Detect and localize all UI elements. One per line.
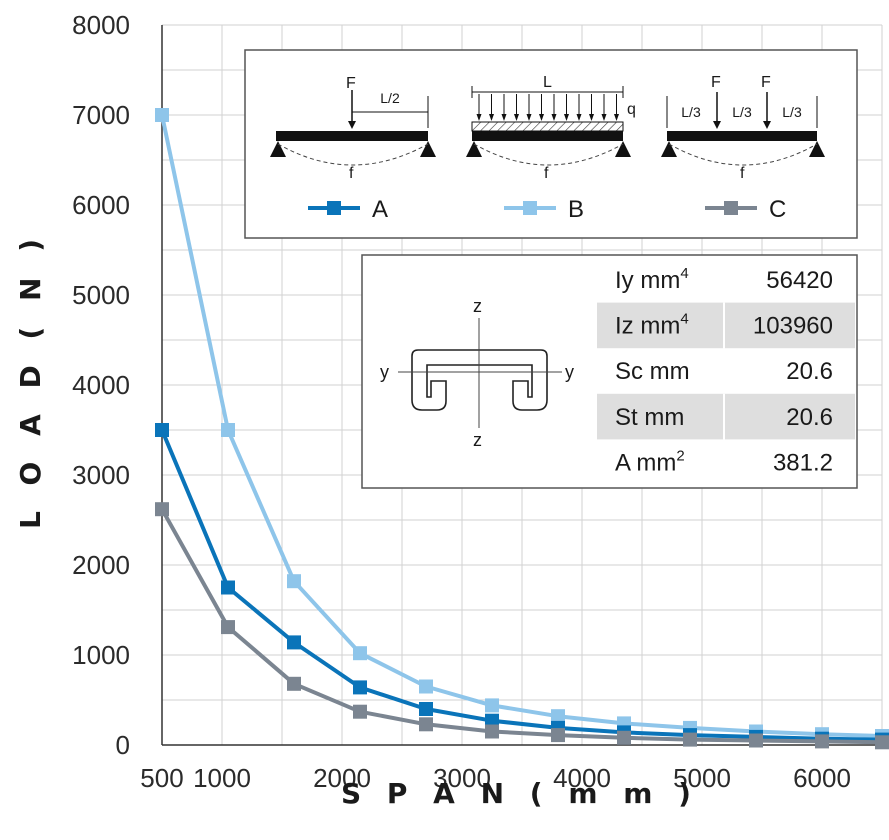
properties-row: St mm 20.6 xyxy=(597,393,855,440)
data-point-c xyxy=(155,502,169,517)
data-point-c xyxy=(551,728,565,743)
properties-table: Iy mm4 56420 Iz mm4 103960 Sc mm 20.6 St mm 20.… xyxy=(597,257,855,485)
series-line-a xyxy=(160,429,883,742)
case-c-force-label-2: F xyxy=(761,74,771,91)
case-b-deflection-label: f xyxy=(544,165,549,182)
section-axis-y-left: y xyxy=(380,362,389,382)
y-tick-label: 3000 xyxy=(72,460,130,490)
x-tick-label: 5000 xyxy=(673,763,731,793)
case-c-third-label-3: L/3 xyxy=(782,104,802,120)
data-point-c xyxy=(221,620,235,635)
case-c-third-label-2: L/3 xyxy=(732,104,752,120)
data-point-a xyxy=(287,635,301,650)
property-value: 20.6 xyxy=(786,404,833,431)
data-point-a xyxy=(419,702,433,716)
properties-row: Iz mm4 103960 xyxy=(597,302,855,349)
properties-row: Iy mm4 56420 xyxy=(615,257,833,303)
section-axis-z-top: z xyxy=(473,296,482,316)
property-name: Iy mm4 xyxy=(615,265,689,294)
data-point-b xyxy=(485,698,499,713)
data-point-b xyxy=(419,679,433,694)
x-tick-label: 3000 xyxy=(433,763,491,793)
legend-label-a: A xyxy=(372,196,388,223)
property-value: 381.2 xyxy=(773,449,833,476)
x-tick-label: 1000 xyxy=(193,763,251,793)
data-point-a xyxy=(155,423,169,437)
data-series xyxy=(155,108,889,750)
data-point-c xyxy=(875,735,889,750)
y-tick-label: 7000 xyxy=(72,100,130,130)
y-tick-label: 6000 xyxy=(72,190,130,220)
section-properties-box: z z y y Iy mm4 56420 Iz mm4 103960 Sc mm 20.6… xyxy=(361,254,858,489)
x-tick-label: 2000 xyxy=(313,763,371,793)
y-tick-label: 8000 xyxy=(72,10,130,40)
data-point-a xyxy=(485,713,499,728)
data-point-b xyxy=(221,423,235,437)
case-b-span-label: L xyxy=(543,74,552,91)
y-axis-title: L O A D ( N ) xyxy=(14,231,47,529)
case-c-third-label-1: L/3 xyxy=(681,104,701,120)
data-point-c xyxy=(749,733,763,748)
section-axis-z-bottom: z xyxy=(473,430,482,450)
property-value: 20.6 xyxy=(786,358,833,385)
c-channel-section-icon: z z y y xyxy=(380,296,574,450)
case-a-half-span-label: L/2 xyxy=(380,90,400,106)
data-point-c xyxy=(485,724,499,739)
load-case-b-diagram: L q f xyxy=(466,74,636,182)
data-point-c xyxy=(353,704,367,719)
data-point-c xyxy=(683,732,697,747)
series-line-b xyxy=(160,114,883,738)
property-name: Iz mm4 xyxy=(615,311,689,340)
x-tick-label: 6000 xyxy=(793,763,851,793)
data-point-c xyxy=(419,717,433,732)
y-tick-label: 2000 xyxy=(72,550,130,580)
data-point-c xyxy=(287,676,301,691)
load-case-a-diagram: F L/2 f xyxy=(270,75,436,182)
property-value: 103960 xyxy=(753,313,833,340)
property-name: A mm2 xyxy=(615,447,685,476)
data-point-a xyxy=(353,680,367,695)
series-line-c xyxy=(160,508,883,745)
data-point-c xyxy=(617,730,631,745)
y-tick-label: 1000 xyxy=(72,640,130,670)
case-c-force-label-1: F xyxy=(711,74,721,91)
y-tick-label: 5000 xyxy=(72,280,130,310)
x-axis-title: S P A N ( m m ) xyxy=(341,777,699,810)
case-c-deflection-label: f xyxy=(740,165,745,182)
series-c xyxy=(155,502,889,750)
data-point-b xyxy=(551,709,565,724)
legend-label-b: B xyxy=(568,196,584,223)
legend-entry-b: B xyxy=(504,196,584,223)
legend-box: F L/2 f L q f xyxy=(244,49,858,239)
case-b-load-label: q xyxy=(627,101,636,118)
load-case-c-diagram: F F L/3 L/3 L/3 f xyxy=(661,74,825,182)
property-name: Sc mm xyxy=(615,358,690,385)
legend-label-c: C xyxy=(769,196,786,223)
data-point-b xyxy=(155,108,169,122)
tick-labels: 0 1000 2000 3000 4000 5000 6000 7000 8000 500 1000… xyxy=(72,10,851,793)
x-tick-label: 4000 xyxy=(553,763,611,793)
properties-row: A mm2 381.2 xyxy=(615,439,833,485)
legend-entry-a: A xyxy=(308,196,388,223)
properties-row: Sc mm 20.6 xyxy=(615,348,833,394)
data-point-a xyxy=(221,580,235,595)
y-tick-label: 4000 xyxy=(72,370,130,400)
case-a-force-label: F xyxy=(346,75,356,92)
property-name: St mm xyxy=(615,404,684,431)
case-a-deflection-label: f xyxy=(349,165,354,182)
x-tick-label: 500 xyxy=(140,763,183,793)
legend-entry-c: C xyxy=(705,196,786,223)
section-axis-y-right: y xyxy=(565,362,574,382)
data-point-b xyxy=(353,646,367,661)
data-point-c xyxy=(815,734,829,749)
y-tick-label: 0 xyxy=(116,730,130,760)
property-value: 56420 xyxy=(766,267,833,294)
data-point-b xyxy=(287,574,301,589)
